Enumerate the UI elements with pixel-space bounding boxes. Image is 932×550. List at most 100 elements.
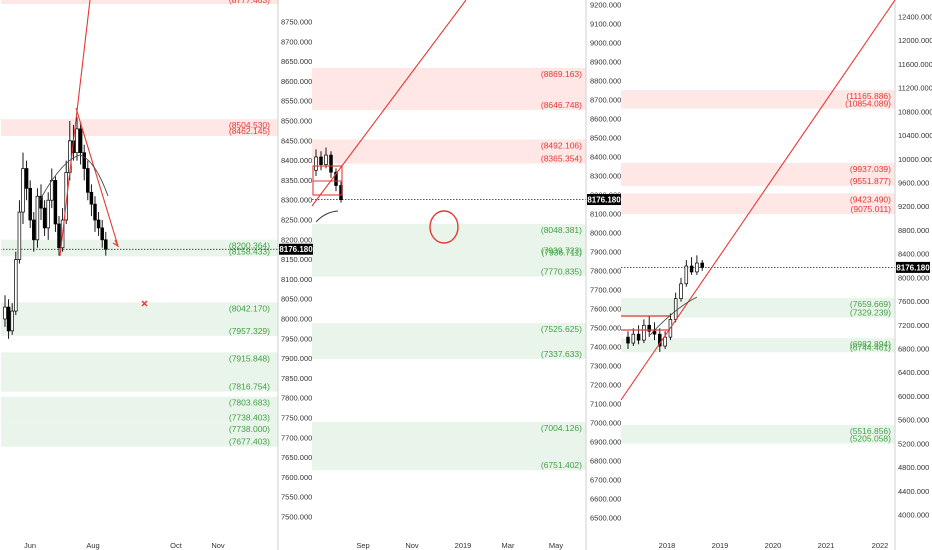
- panel1-candle-body: [35, 195, 40, 241]
- panel3-candle-body: [673, 298, 678, 320]
- panel2-price-badge-bg: [587, 194, 621, 206]
- panel2-y-tick: 9000.000: [590, 39, 621, 48]
- panel1-y-tick: 8300.000: [281, 196, 312, 205]
- panel3-y-tick: 10800.000: [898, 107, 932, 116]
- panel2-price-badge: 8176.180: [587, 196, 621, 205]
- panel3-candle-body: [684, 265, 689, 285]
- panel2-y-tick: 7500.000: [590, 324, 621, 333]
- panel2-zone-green: [312, 244, 586, 277]
- panel1-candle-body: [53, 180, 58, 225]
- panel2-y-tick: 7100.000: [590, 400, 621, 409]
- panel1-candle-body: [21, 168, 25, 213]
- panel3-zone-green: [621, 298, 895, 318]
- panel3-y-tick: 8400.000: [898, 250, 929, 259]
- panel1-x-tick: Nov: [211, 541, 225, 550]
- panel1-candle-body: [96, 219, 101, 229]
- panel1-candle-body: [50, 180, 54, 201]
- panel1-cross-mark: [141, 300, 148, 307]
- panel3-zone-red: [621, 193, 895, 215]
- panel1-y-tick: 8250.000: [281, 216, 312, 225]
- panel1-zone-label: (8158.433): [229, 246, 270, 256]
- panel1-x-tick: Aug: [86, 541, 99, 550]
- panel1-candle-body: [64, 172, 68, 221]
- panel1-candle-body: [32, 219, 36, 241]
- left-edge: [0, 0, 1, 550]
- panel2-moving-average: [315, 210, 339, 223]
- panel1-zone-label: (8462.145): [229, 126, 270, 136]
- panel1-y-tick: 8450.000: [281, 136, 312, 145]
- panel1-zone-label: (7738.000): [229, 424, 270, 434]
- panel3-candle-body: [636, 333, 641, 341]
- panel2-zone-label: (8646.748): [541, 100, 582, 110]
- panel1-y-tick: 7700.000: [281, 433, 312, 442]
- panel3-zone-label: (9551.877): [850, 176, 891, 186]
- panel1-y-tick: 8600.000: [281, 77, 312, 86]
- panel1-y-tick: 7750.000: [281, 414, 312, 423]
- panel3-y-tick: 6000.000: [898, 392, 929, 401]
- panel1-candle-body: [6, 306, 11, 332]
- panel1-candle-body: [82, 152, 86, 169]
- panel2-y-tick: 7000.000: [590, 419, 621, 428]
- panel2-zone-label: (7770.835): [541, 267, 582, 277]
- panel2-y-tick: 6700.000: [590, 476, 621, 485]
- panel3-candle-body: [658, 333, 662, 347]
- panel1-y-tick: 8700.000: [281, 37, 312, 46]
- panel1-candle-body: [57, 223, 61, 249]
- panel1-candle-body: [39, 195, 43, 209]
- panel1-moving-average: [39, 154, 109, 201]
- panel3-y-tick: 11600.000: [898, 60, 932, 69]
- panel1-candle-body: [10, 310, 14, 332]
- panel1-candle-body: [46, 199, 50, 229]
- panel1-zone-label: (8042.170): [229, 303, 270, 313]
- panel2-y-tick: 7800.000: [590, 267, 621, 276]
- panel1-y-tick: 7900.000: [281, 354, 312, 363]
- panel2-candle-body: [324, 154, 328, 165]
- panel3-y-tick: 9200.000: [898, 202, 929, 211]
- panel3-moving-average: [649, 296, 698, 336]
- panel1-candle-body: [104, 239, 108, 250]
- panel2-candle-body: [314, 156, 318, 171]
- panel2-y-tick: 6600.000: [590, 495, 621, 504]
- panel1-x-tick: Oct: [170, 541, 183, 550]
- panel1-zone-green: [0, 302, 278, 336]
- panel1-top-label: (8777.463): [229, 0, 270, 5]
- panel2-y-tick: 8800.000: [590, 77, 621, 86]
- panel3-y-tick: 4000.000: [898, 511, 929, 520]
- panel3-y-tick: 5600.000: [898, 416, 929, 425]
- panel1-candle-body: [3, 306, 7, 320]
- panel3-y-tick: 12400.000: [898, 13, 932, 22]
- panel3-zone-red: [621, 90, 895, 109]
- panel3-zone-label: (9937.039): [850, 164, 891, 174]
- panel2-zone-label: (7525.625): [541, 324, 582, 334]
- panel2-y-tick: 8100.000: [590, 210, 621, 219]
- panel3-zone-label: (9423.490): [850, 194, 891, 204]
- panel2-y-tick: 7200.000: [590, 381, 621, 390]
- panel1-y-tick: 7500.000: [281, 513, 312, 522]
- panel2-y-tick: 9100.000: [590, 20, 621, 29]
- panel1-y-tick: 8150.000: [281, 255, 312, 264]
- panel3-y-tick: 6400.000: [898, 368, 929, 377]
- panel3-candle-body: [642, 324, 646, 341]
- panel3-candle-body: [647, 324, 651, 332]
- panel2-candle-body: [334, 171, 338, 186]
- panel3-x-tick: 2022: [872, 541, 889, 550]
- panel1-arrow-head: [112, 239, 120, 248]
- panel1-zone-label: (7915.848): [229, 353, 270, 363]
- panel2-y-tick: 7400.000: [590, 343, 621, 352]
- panel1-zone-green: [0, 396, 278, 423]
- panel2-x-tick: 2019: [455, 541, 472, 550]
- panel3-price-badge-bg: [896, 261, 930, 273]
- panel2-x-tick: May: [549, 541, 563, 550]
- panel1-y-tick: 8400.000: [281, 156, 312, 165]
- panel3-y-tick: 11200.000: [898, 84, 932, 93]
- panel1-candle-body: [14, 259, 18, 312]
- panel1-trend-line: [59, 0, 91, 257]
- panel2-y-tick: 8600.000: [590, 115, 621, 124]
- panel2-zone-label: (8365.354): [541, 154, 582, 164]
- panel2-zone-red: [312, 67, 586, 111]
- panel1-y-tick: 8050.000: [281, 295, 312, 304]
- panel2-zone-label: (8492.106): [541, 140, 582, 150]
- panel1-candle-body: [24, 168, 29, 189]
- panel1-y-tick: 7850.000: [281, 374, 312, 383]
